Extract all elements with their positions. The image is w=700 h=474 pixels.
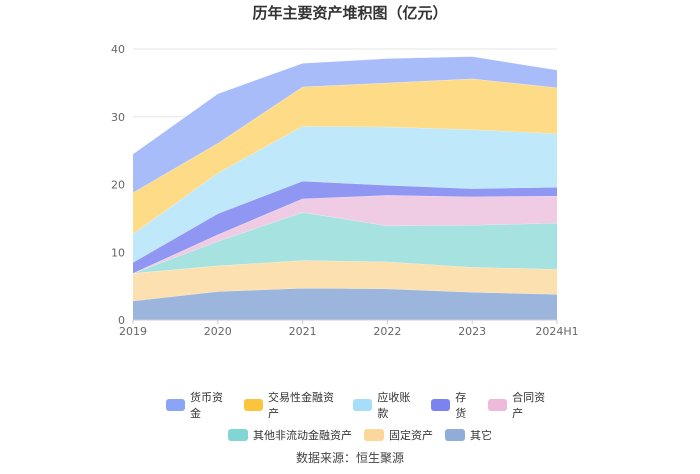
- x-tick-label-2023: 2023: [458, 325, 486, 338]
- y-tick-label-20: 20: [111, 179, 125, 192]
- legend-label-应收账款: 应收账款: [377, 391, 411, 420]
- area-交易性金融资产: [133, 78, 557, 234]
- legend-item-固定资产[interactable]: 固定资产: [364, 427, 433, 443]
- legend-label-固定资产: 固定资产: [389, 429, 433, 442]
- y-tick-label-10: 10: [111, 246, 125, 259]
- legend-swatch-其他非流动金融资产: [228, 429, 248, 441]
- legend-swatch-其它: [445, 429, 465, 441]
- legend-label-其他非流动金融资产: 其他非流动金融资产: [253, 429, 352, 442]
- legend-item-存货[interactable]: 存货: [431, 389, 476, 421]
- legend-swatch-货币资金: [165, 399, 186, 411]
- legend-label-货币资金: 货币资金: [190, 391, 224, 420]
- legend-label-其它: 其它: [470, 429, 492, 442]
- y-tick-label-40: 40: [111, 43, 125, 56]
- legend-label-交易性金融资产: 交易性金融资产: [267, 391, 334, 420]
- area-其他非流动金融资产: [133, 212, 557, 274]
- legend-row-1: 货币资金 交易性金融资产 应收账款 存货 合同资产: [160, 389, 560, 421]
- legend: 货币资金 交易性金融资产 应收账款 存货 合同资产其他非流动金融资产 固定资产 其它: [160, 389, 560, 449]
- x-tick-label-2020: 2020: [204, 325, 232, 338]
- legend-label-存货: 存货: [455, 391, 467, 420]
- area-合同资产: [133, 195, 557, 274]
- x-tick-label-2021: 2021: [289, 325, 317, 338]
- legend-item-应收账款[interactable]: 应收账款: [353, 389, 419, 421]
- legend-item-其它[interactable]: 其它: [445, 427, 492, 443]
- x-tick-label-2022: 2022: [373, 325, 401, 338]
- legend-row-2: 其他非流动金融资产 固定资产 其它: [160, 427, 560, 443]
- y-tick-label-30: 30: [111, 111, 125, 124]
- y-tick-label-0: 0: [118, 314, 125, 327]
- area-edge-货币资金: [132, 56, 558, 155]
- legend-item-交易性金融资产[interactable]: 交易性金融资产: [243, 389, 341, 421]
- area-应收账款: [133, 126, 557, 263]
- area-存货: [133, 181, 557, 274]
- legend-item-货币资金[interactable]: 货币资金: [165, 389, 232, 421]
- area-layer: [132, 56, 558, 320]
- legend-swatch-存货: [431, 399, 451, 411]
- area-其它: [133, 288, 557, 320]
- legend-swatch-固定资产: [364, 429, 384, 441]
- area-固定资产: [133, 260, 557, 301]
- legend-item-合同资产[interactable]: 合同资产: [488, 389, 554, 421]
- source-note: 数据来源：恒生聚源: [295, 451, 404, 465]
- x-tick-label-2019: 2019: [119, 325, 147, 338]
- chart-title: 历年主要资产堆积图（亿元）: [252, 4, 448, 22]
- legend-swatch-合同资产: [488, 399, 508, 411]
- x-tick-label-2024H1: 2024H1: [535, 325, 578, 338]
- axis-layer: 0 10 20 30 40 2019 2020 2021 2022 2023 2024H1: [111, 43, 579, 338]
- area-edge-应收账款: [132, 125, 558, 235]
- legend-swatch-应收账款: [353, 399, 373, 411]
- legend-item-其他非流动金融资产[interactable]: 其他非流动金融资产: [228, 427, 352, 443]
- legend-label-合同资产: 合同资产: [512, 391, 546, 420]
- legend-swatch-交易性金融资产: [243, 399, 263, 411]
- area-货币资金: [133, 56, 557, 193]
